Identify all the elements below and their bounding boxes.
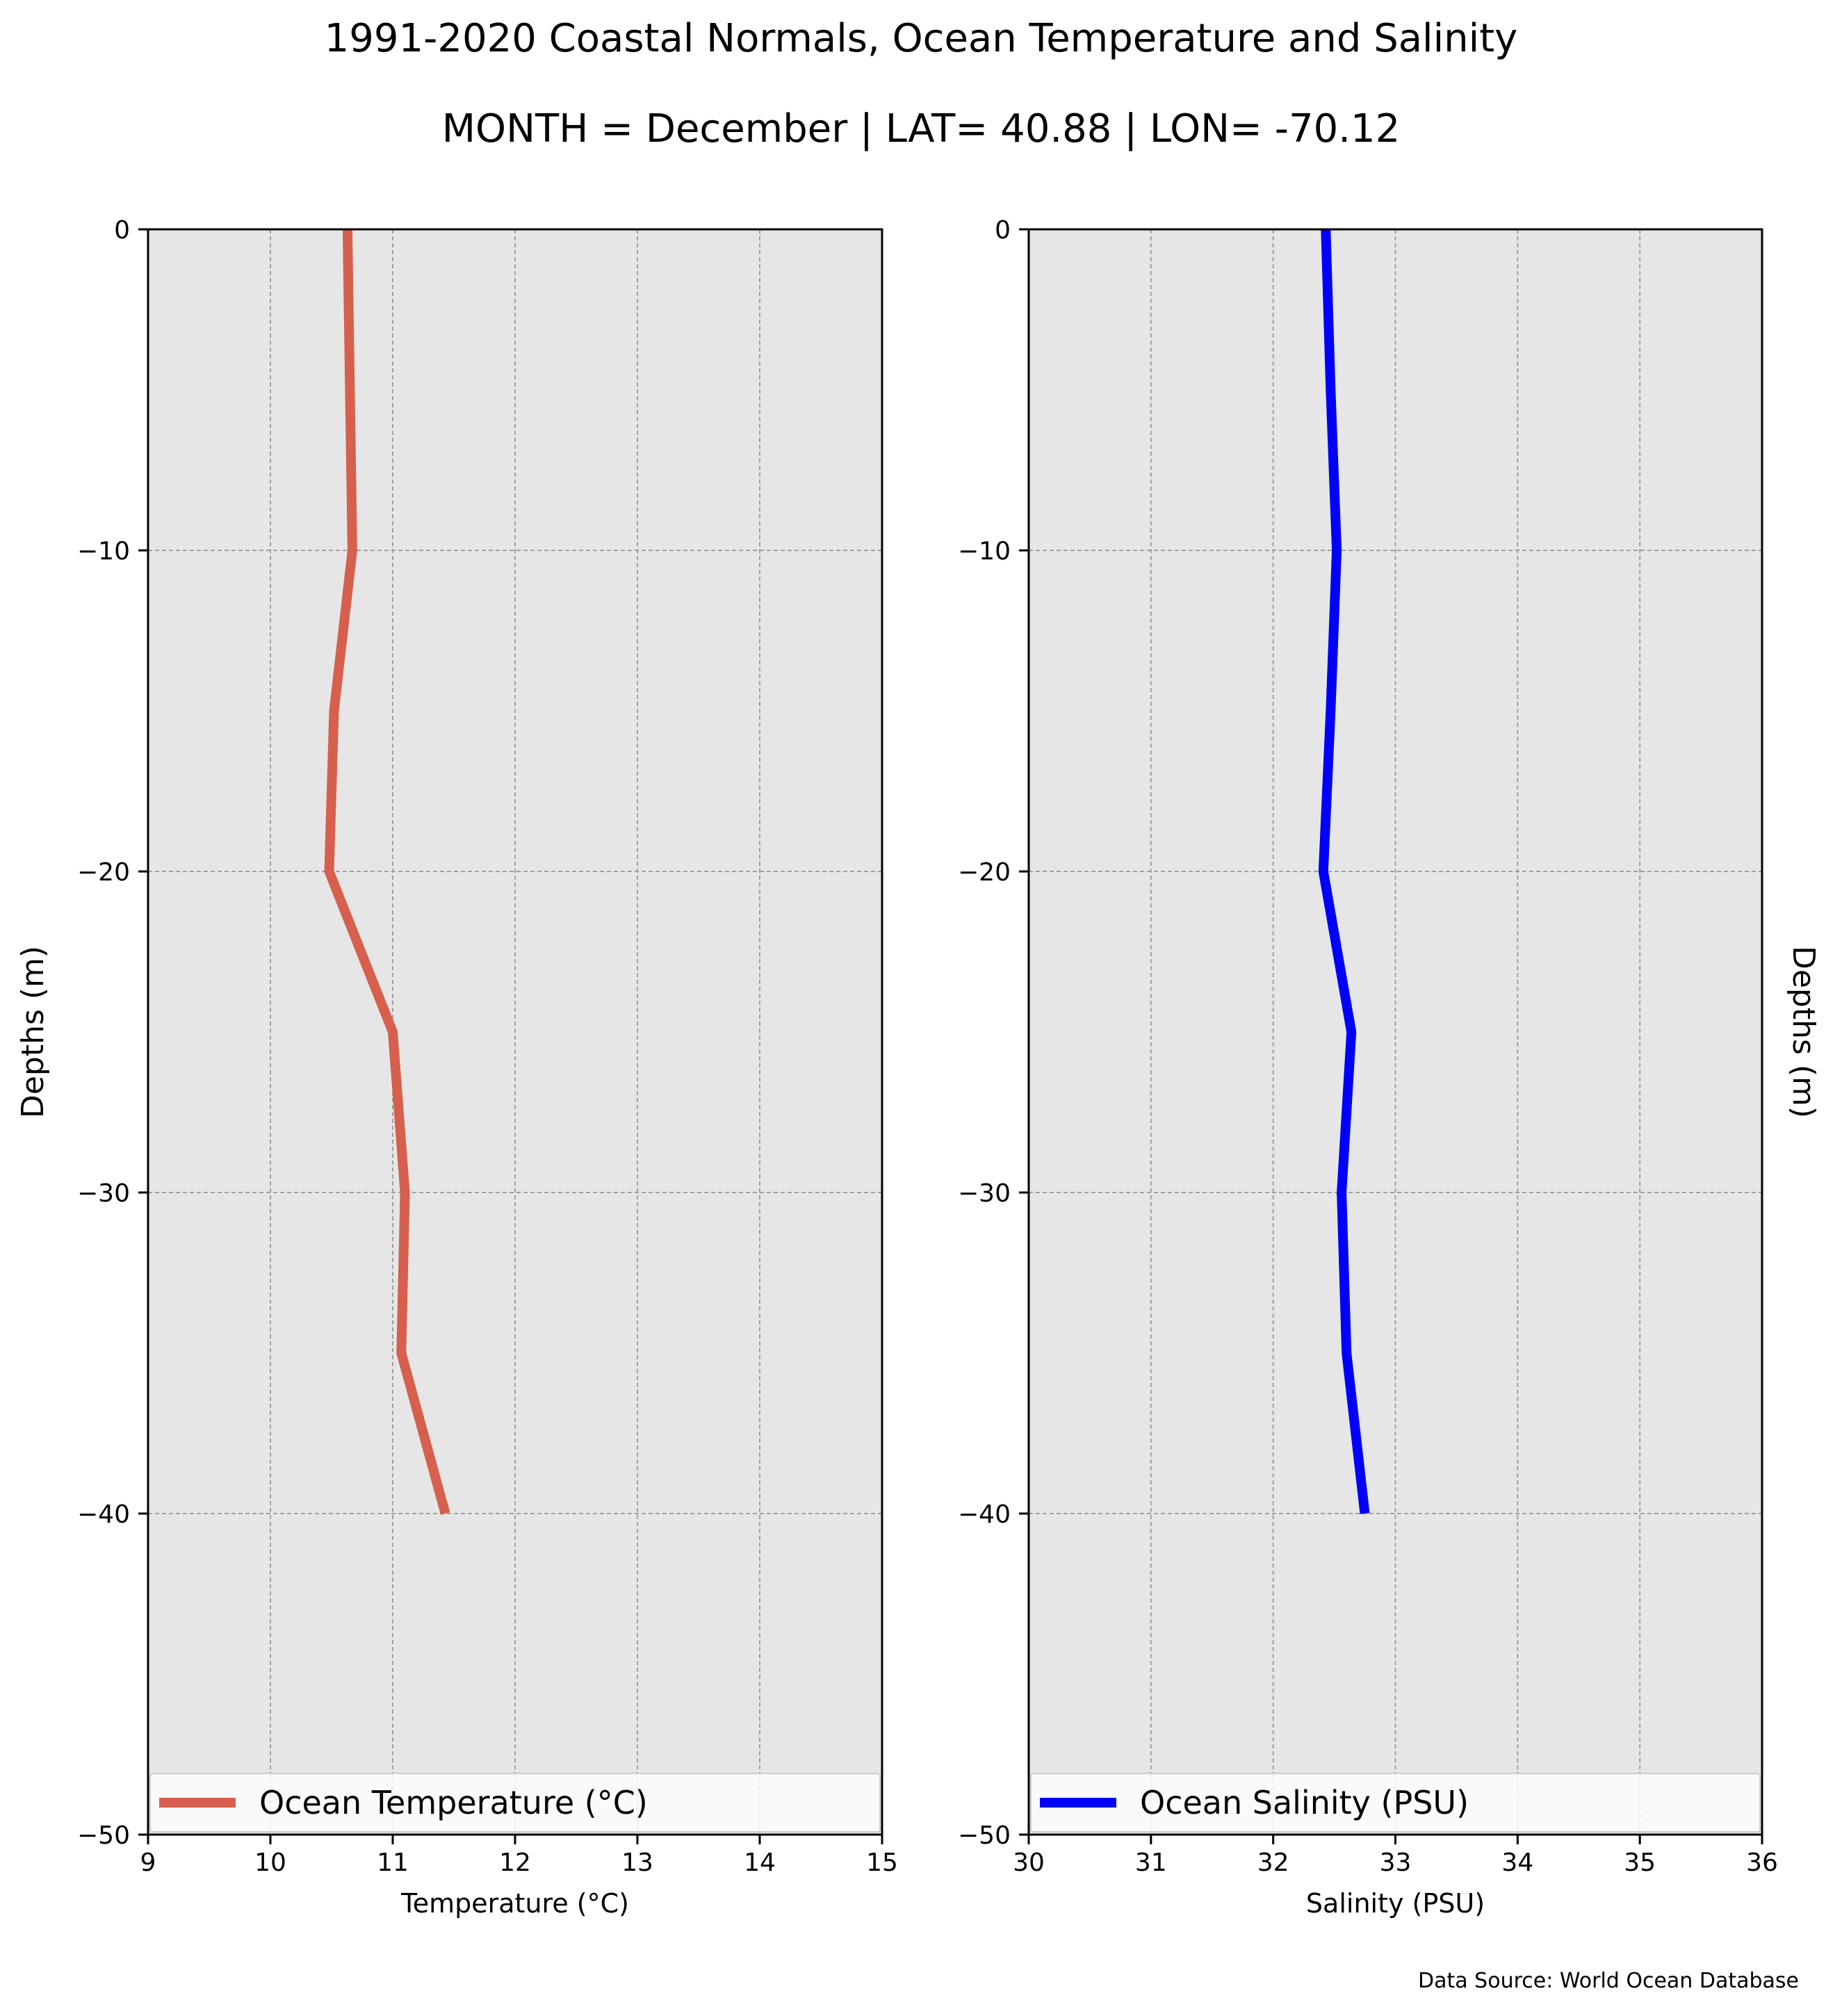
x-tick-label: 34 [1501, 1849, 1533, 1877]
y-tick-label: −10 [77, 537, 130, 566]
x-axis-label: Temperature (°C) [400, 1888, 629, 1919]
legend-box [1030, 1773, 1761, 1833]
x-tick-label: 35 [1624, 1849, 1656, 1877]
x-tick-label: 10 [254, 1849, 286, 1877]
y-axis-label: Depths (m) [15, 946, 51, 1118]
y-tick-label: −30 [77, 1179, 130, 1208]
y-tick-label: −30 [958, 1179, 1011, 1208]
y-tick-label: −50 [958, 1821, 1011, 1850]
legend: Ocean Temperature (°C) [149, 1773, 881, 1833]
y-tick-label: −40 [77, 1500, 130, 1529]
y-tick-label: 0 [995, 216, 1011, 245]
x-tick-label: 31 [1135, 1849, 1167, 1877]
legend-box [149, 1773, 881, 1833]
y-tick-label: −50 [77, 1821, 130, 1850]
y-tick-label: −40 [958, 1500, 1011, 1529]
x-tick-label: 15 [866, 1849, 898, 1877]
x-tick-label: 32 [1257, 1849, 1289, 1877]
y-axis-label: Depths (m) [1786, 946, 1821, 1118]
legend-label: Ocean Temperature (°C) [259, 1784, 648, 1821]
x-tick-label: 12 [499, 1849, 531, 1877]
x-tick-label: 33 [1380, 1849, 1412, 1877]
legend-label: Ocean Salinity (PSU) [1140, 1784, 1469, 1821]
x-tick-label: 36 [1746, 1849, 1778, 1877]
x-tick-label: 13 [621, 1849, 653, 1877]
y-tick-label: −20 [958, 858, 1011, 887]
series-line [1318, 229, 1370, 1514]
chart-subtitle: MONTH = December | LAT= 40.88 | LON= -70… [441, 106, 1401, 151]
y-tick-label: −10 [958, 537, 1011, 566]
chart-panel-2: 30 31 32 33 34 35 36 0 −10 −20 −30 −40 −50 Salinity (… [958, 216, 1821, 1919]
x-axis-label: Salinity (PSU) [1306, 1888, 1485, 1919]
legend: Ocean Salinity (PSU) [1030, 1773, 1761, 1833]
chart-title: 1991-2020 Coastal Normals, Ocean Tempera… [324, 16, 1518, 61]
x-tick-label: 30 [1013, 1849, 1045, 1877]
x-tick-label: 14 [744, 1849, 776, 1877]
x-tick-label: 11 [377, 1849, 409, 1877]
data-source-note: Data Source: World Ocean Database [1418, 1969, 1799, 1993]
series-line [324, 229, 450, 1515]
chart-panel-1: 9 10 11 12 13 14 15 0 −10 −20 −30 −40 −50 Temperature… [15, 216, 898, 1919]
x-tick-label: 9 [140, 1849, 156, 1877]
y-tick-label: −20 [77, 858, 130, 887]
y-tick-label: 0 [114, 216, 130, 245]
